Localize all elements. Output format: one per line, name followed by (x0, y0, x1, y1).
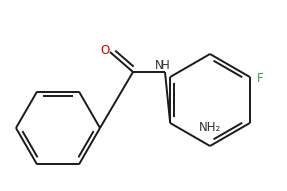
Text: N: N (155, 58, 163, 71)
Text: NH₂: NH₂ (199, 121, 221, 134)
Text: O: O (100, 44, 110, 57)
Text: F: F (257, 73, 263, 86)
Text: H: H (161, 58, 169, 71)
